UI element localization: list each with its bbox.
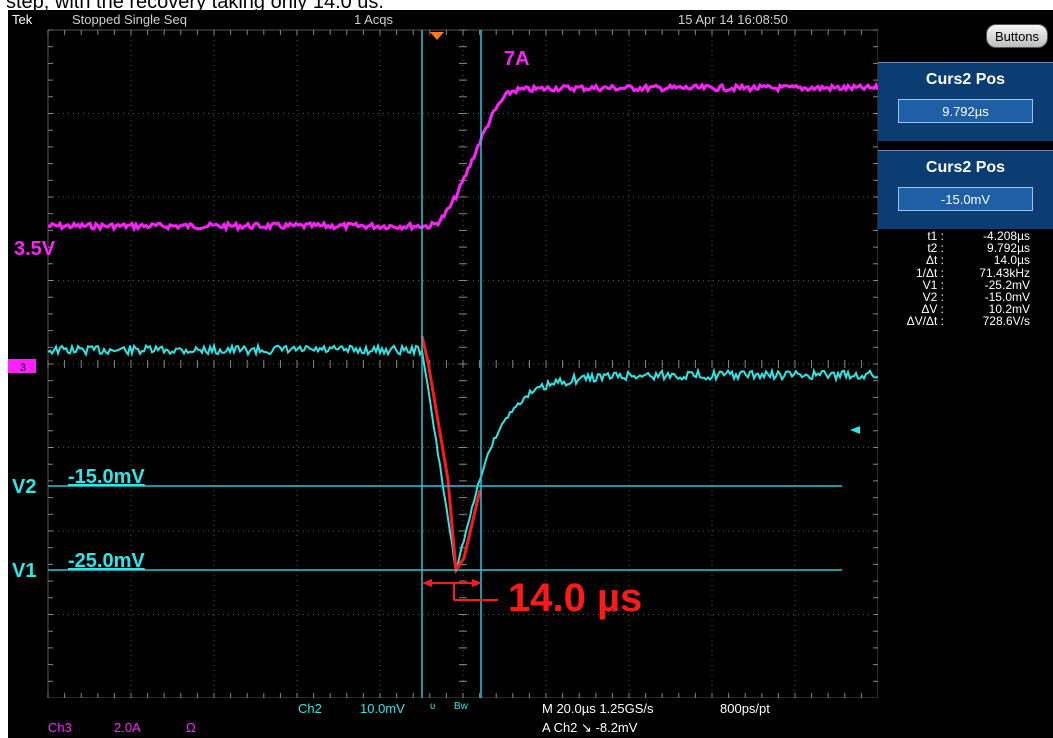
brand-label: Tek [12, 12, 33, 27]
record-resolution: 800ps/pt [720, 701, 770, 716]
readout-row: t1 : -4.208µs [888, 230, 1053, 242]
timestamp: 15 Apr 14 16:08:50 [678, 12, 788, 27]
ch2-bandwidth-limit: Bw [454, 701, 468, 712]
readout-label: V1 : [922, 277, 944, 292]
channel3-trace [47, 81, 878, 233]
cursor-volt-position-box[interactable]: Curs2 Pos -15.0mV [878, 150, 1053, 229]
channel3-marker-label: 3 [20, 362, 26, 374]
readout-label: t2 : [927, 241, 944, 256]
trigger-readout[interactable]: A Ch2 ↘ -8.2mV [542, 720, 638, 735]
ch3-label[interactable]: Ch3 [48, 720, 72, 735]
delta-t-arrow [422, 579, 498, 601]
readout-row: ΔV : 10.2mV [888, 303, 1053, 315]
v2-cursor-value: -15.0mV [68, 466, 145, 488]
run-state: Stopped Single Seq [72, 12, 187, 27]
ch2-scale[interactable]: 10.0mV [360, 701, 405, 716]
trigger-position-marker [430, 32, 444, 40]
readout-label: 1/Δt : [915, 265, 944, 280]
readout-value: 10.2mV [988, 302, 1030, 317]
readout-label: V2 : [922, 290, 944, 305]
cursor-readout-table: t1 : -4.208µs t2 : 9.792µs Δt : 14.0µs 1/Δt… [888, 230, 1053, 328]
cursor-time-title: Curs2 Pos [925, 71, 1006, 88]
ch3-scale[interactable]: 2.0A [114, 720, 141, 735]
readout-value: -4.208µs [983, 229, 1030, 243]
cursor-time-value[interactable]: 9.792µs [898, 99, 1033, 123]
channel3-offset-label: 3.5V [14, 238, 56, 260]
readout-row: V1 : -25.2mV [888, 279, 1053, 291]
ch2-bandwidth-icon: ʋ [430, 701, 436, 712]
cursor-measured-segment [420, 335, 482, 575]
timebase-readout[interactable]: M 20.0µs 1.25GS/s [542, 701, 654, 716]
ch2-label[interactable]: Ch2 [298, 701, 322, 716]
readout-value: 14.0µs [993, 253, 1030, 268]
delta-t-annotation: 14.0 µs [508, 576, 643, 620]
oscilloscope-screen: Tek Stopped Single Seq 1 Acqs 15 Apr 14 … [8, 10, 1053, 738]
buttons-button[interactable]: Buttons [986, 24, 1048, 48]
graticule [47, 29, 878, 698]
channel3-ground-marker[interactable] [8, 359, 36, 373]
cursor-time-position-box[interactable]: Curs2 Pos 9.792µs [878, 62, 1053, 141]
v1-cursor-value: -25.0mV [68, 550, 145, 572]
channel2-trace [47, 341, 878, 573]
readout-row: 1/Δt : 71.43kHz [888, 265, 1053, 280]
trigger-level-marker[interactable] [850, 426, 860, 434]
readout-label: ΔV : [921, 302, 944, 317]
readout-value: 9.792µs [987, 241, 1030, 256]
readout-row: t2 : 9.792µs [888, 242, 1053, 254]
ch3-impedance: Ω [186, 720, 196, 735]
readout-value: -15.0mV [984, 290, 1030, 305]
readout-value: 71.43kHz [979, 265, 1030, 280]
acquisition-count: 1 Acqs [354, 12, 394, 27]
caption-text: step, with the recovery taking only 14.0… [6, 0, 384, 13]
cursor-volt-title: Curs2 Pos [925, 159, 1006, 176]
bottom-status-bar: Ch2 10.0mV ʋ Bw M 20.0µs 1.25GS/s 800ps/… [8, 698, 878, 738]
readout-label: Δt : [925, 253, 944, 268]
waveform-display: 3 [8, 29, 878, 698]
readout-row: ΔV/Δt : 728.6V/s [888, 315, 1053, 327]
side-menu-panel [878, 30, 1053, 738]
channel3-level-label: 7A [504, 48, 530, 70]
readout-row: V2 : -15.0mV [888, 291, 1053, 303]
v2-cursor-tag: V2 [12, 476, 37, 498]
readout-value: 728.6V/s [982, 314, 1030, 329]
readout-label: ΔV/Δt : [906, 314, 944, 329]
readout-row: Δt : 14.0µs [888, 254, 1053, 266]
readout-value: -25.2mV [984, 277, 1030, 292]
status-bar: Tek Stopped Single Seq 1 Acqs 15 Apr 14 … [8, 10, 1053, 30]
readout-label: t1 : [927, 229, 944, 243]
v1-cursor-tag: V1 [12, 560, 37, 582]
cursor-volt-value[interactable]: -15.0mV [898, 187, 1033, 211]
